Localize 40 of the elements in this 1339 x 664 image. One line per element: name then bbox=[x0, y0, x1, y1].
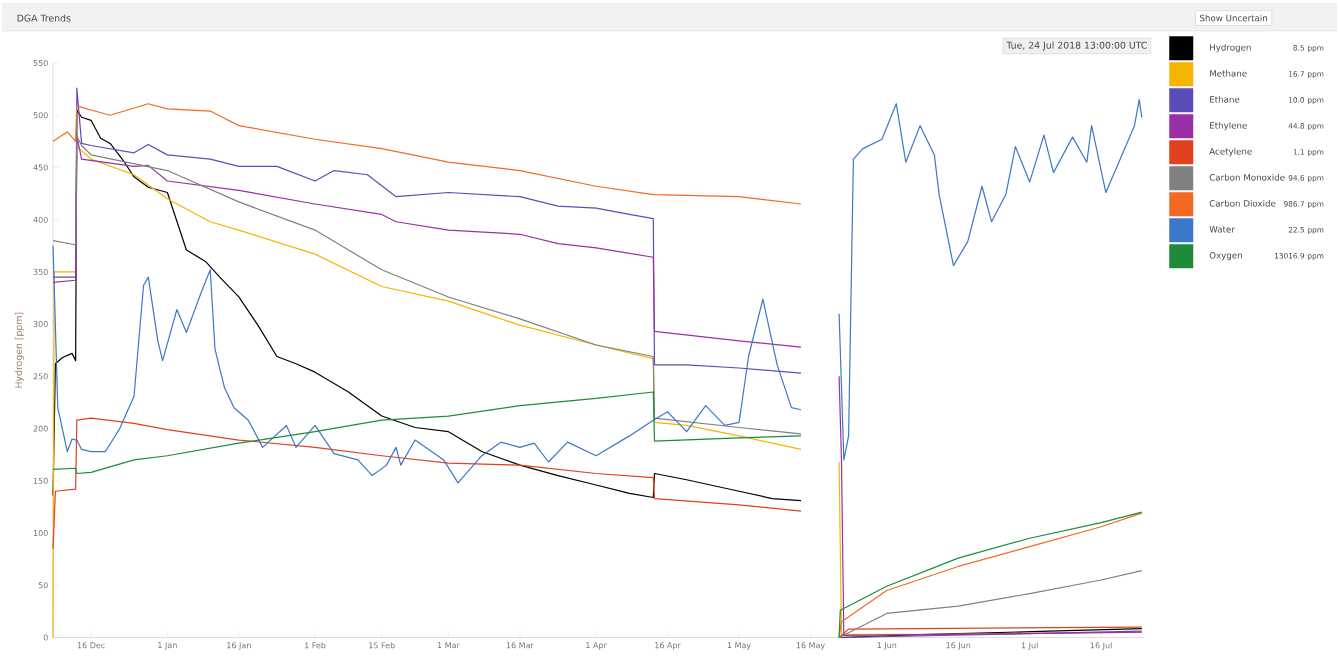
y-tick-label: 300 bbox=[33, 321, 48, 328]
x-tick-label: 1 Jun bbox=[877, 642, 897, 650]
y-tick-label: 250 bbox=[33, 373, 48, 380]
legend-label: Methane bbox=[1210, 69, 1247, 77]
y-axis-title: Hydrogen [ppm] bbox=[14, 312, 24, 388]
x-tick-label: 16 Dec bbox=[77, 642, 105, 649]
text: Tue, 24 Jul 2018 13:00:00 UTC bbox=[1006, 41, 1147, 51]
y-tick-label: 450 bbox=[33, 164, 48, 171]
legend-label: Hydrogen bbox=[1210, 43, 1251, 53]
y-tick-label: 550 bbox=[33, 59, 48, 66]
x-tick-label: 1 Jul bbox=[1021, 642, 1038, 650]
y-tick-label: 200 bbox=[33, 425, 48, 432]
x-tick-label: 1 Jan bbox=[158, 642, 177, 650]
y-tick-label: 150 bbox=[33, 477, 48, 484]
x-tick-label: 16 May bbox=[796, 642, 825, 650]
chart-title: DGA Trends bbox=[17, 14, 71, 22]
x-tick-label: 1 Feb bbox=[305, 642, 326, 649]
x-tick-label: 1 Apr bbox=[586, 642, 607, 650]
x-tick-label: 15 Feb bbox=[369, 642, 395, 649]
legend-label: Water bbox=[1209, 226, 1235, 233]
legend-label: Ethane bbox=[1210, 95, 1240, 103]
text: Show Uncertain bbox=[1200, 14, 1267, 22]
y-tick-label: 400 bbox=[33, 216, 48, 223]
y-tick-label: 100 bbox=[33, 530, 48, 537]
x-tick-label: 16 Mar bbox=[506, 642, 534, 649]
x-tick-label: 16 Jul bbox=[1090, 642, 1112, 650]
y-tick-label: 0 bbox=[43, 634, 48, 641]
legend-label: Acetylene bbox=[1209, 147, 1252, 157]
y-tick-label: 350 bbox=[33, 268, 48, 275]
x-tick-label: 16 Jun bbox=[946, 642, 971, 650]
x-tick-label: 16 Jan bbox=[227, 642, 251, 650]
x-tick-label: 1 May bbox=[727, 642, 751, 650]
y-tick-label: 500 bbox=[33, 112, 48, 119]
legend-label: Ethylene bbox=[1210, 121, 1247, 131]
legend-label: Carbon Monoxide bbox=[1209, 173, 1285, 181]
x-tick-label: 1 Mar bbox=[437, 642, 460, 649]
y-tick-label: 50 bbox=[38, 582, 48, 589]
x-tick-label: 16 Apr bbox=[655, 642, 681, 650]
legend-label: Oxygen bbox=[1209, 252, 1242, 261]
legend-label: Carbon Dioxide bbox=[1209, 199, 1276, 207]
